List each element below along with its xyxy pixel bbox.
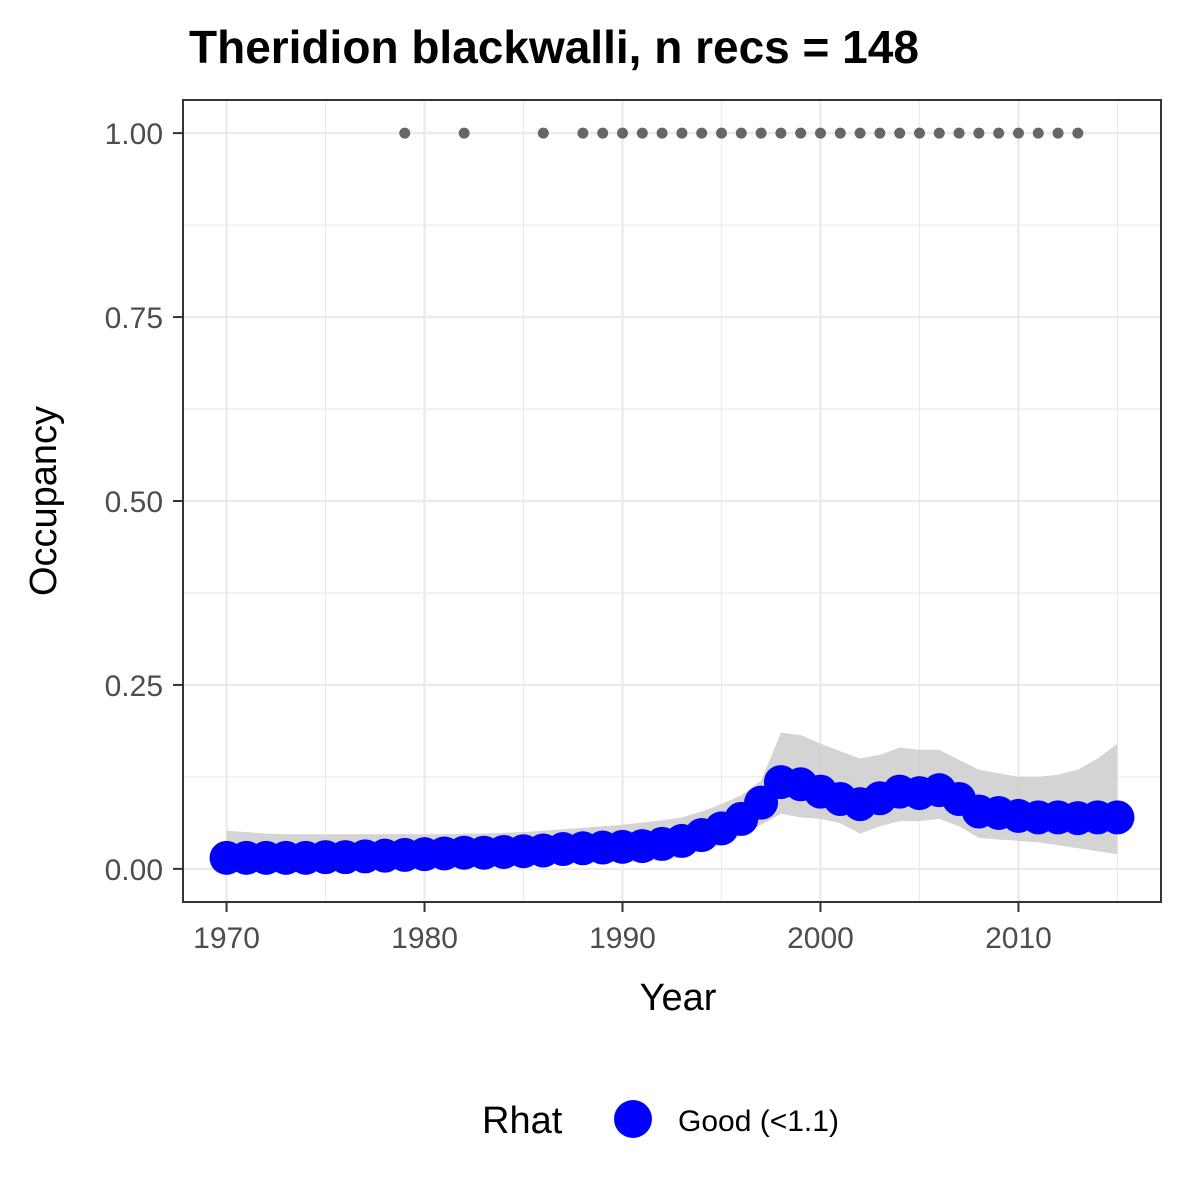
x-tick-label: 1970 [193, 922, 260, 955]
record-point [676, 128, 687, 139]
legend-label-good: Good (<1.1) [678, 1105, 839, 1138]
legend-key-good [614, 1100, 652, 1138]
record-point [1072, 128, 1083, 139]
record-point [577, 128, 588, 139]
y-tick-label: 0.50 [105, 486, 163, 519]
record-point [914, 128, 925, 139]
record-point [855, 128, 866, 139]
x-tick-label: 1990 [589, 922, 656, 955]
x-tick-label: 1980 [391, 922, 458, 955]
y-axis-title: Occupancy [23, 406, 65, 596]
y-tick-label: 0.00 [105, 854, 163, 887]
record-point [894, 128, 905, 139]
record-point [934, 128, 945, 139]
y-axis: 0.00 0.25 0.50 0.75 1.00 [105, 118, 183, 887]
occupancy-point [1100, 800, 1134, 834]
legend-title: Rhat [482, 1100, 563, 1142]
x-axis: 1970 1980 1990 2000 2010 [193, 902, 1052, 955]
record-point [993, 128, 1004, 139]
x-tick-label: 2010 [985, 922, 1052, 955]
record-point [835, 128, 846, 139]
legend: Rhat Good (<1.1) [482, 1100, 839, 1142]
y-tick-label: 0.75 [105, 302, 163, 335]
record-point [815, 128, 826, 139]
x-axis-title: Year [640, 977, 717, 1019]
x-tick-label: 2000 [787, 922, 854, 955]
record-point [617, 128, 628, 139]
record-point [399, 128, 410, 139]
record-point [597, 128, 608, 139]
record-point [696, 128, 707, 139]
record-point [538, 128, 549, 139]
record-point [973, 128, 984, 139]
record-point [775, 128, 786, 139]
y-tick-label: 1.00 [105, 118, 163, 151]
record-point [1033, 128, 1044, 139]
record-point [657, 128, 668, 139]
record-point [874, 128, 885, 139]
record-point [459, 128, 470, 139]
y-tick-label: 0.25 [105, 670, 163, 703]
record-point [756, 128, 767, 139]
record-point [716, 128, 727, 139]
chart-title: Theridion blackwalli, n recs = 148 [189, 21, 919, 73]
record-point [795, 128, 806, 139]
record-point [954, 128, 965, 139]
record-point [1013, 128, 1024, 139]
record-point [637, 128, 648, 139]
record-point [1053, 128, 1064, 139]
record-point [736, 128, 747, 139]
